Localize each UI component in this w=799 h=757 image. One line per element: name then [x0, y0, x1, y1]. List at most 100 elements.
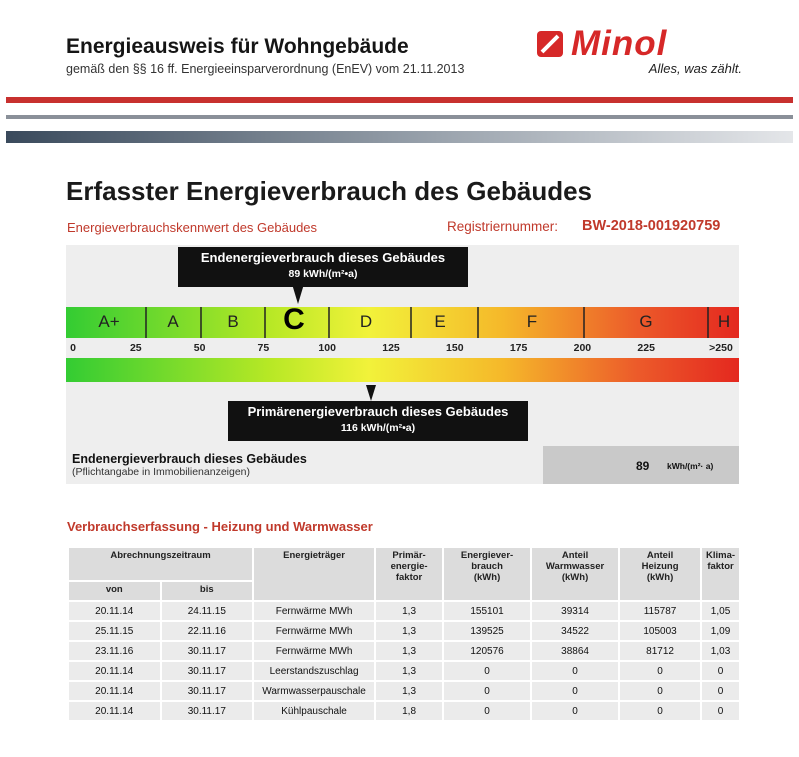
- table-cell: 20.11.14: [69, 682, 160, 700]
- endenergie-value: 89 kWh/(m²•a): [288, 268, 358, 280]
- table-cell: 155101: [444, 602, 531, 620]
- table-cell: 1,3: [376, 682, 443, 700]
- table-cell: 1,3: [376, 622, 443, 640]
- table-row: 25.11.15 22.11.16 Fernwärme MWh 1,3 139525 34…: [69, 622, 739, 640]
- grade-label-b: B: [227, 312, 239, 331]
- table-cell: 0: [532, 662, 619, 680]
- summary-label: Endenergieverbrauch dieses Gebäudes: [72, 452, 307, 466]
- table-row: 20.11.14 30.11.17 Warmwasserpauschale 1,3 0 0…: [69, 682, 739, 700]
- header-period: Abrechnungszeitraum: [69, 548, 253, 580]
- table-cell: 1,05: [702, 602, 739, 620]
- grade-label-a: A: [167, 312, 179, 331]
- header-energietraeger: Energieträger: [254, 548, 375, 600]
- grade-label-g: G: [639, 312, 653, 331]
- table-cell: Kühlpauschale: [254, 702, 375, 720]
- table-cell: 25.11.15: [69, 622, 160, 640]
- table-cell: Fernwärme MWh: [254, 642, 375, 660]
- table-cell: 20.11.14: [69, 702, 160, 720]
- grade-label-c: C: [283, 303, 305, 336]
- registration-number: BW-2018-001920759: [582, 218, 721, 234]
- value-bar: [66, 358, 739, 382]
- kennwert-label: Energieverbrauchskennwert des Gebäudes: [67, 220, 318, 235]
- primaerenergie-value: 116 kWh/(m²•a): [340, 422, 416, 434]
- grade-label-a-plus: A+: [98, 312, 120, 331]
- logo-wordmark: Minol: [571, 24, 668, 63]
- table-cell: 0: [620, 682, 701, 700]
- header-verbrauch: Energiever- brauch (kWh): [444, 548, 531, 600]
- header-warmwasser: Anteil Warmwasser (kWh): [532, 548, 619, 600]
- header-heizung: Anteil Heizung (kWh): [620, 548, 701, 600]
- tick-label: 175: [509, 342, 528, 354]
- endenergie-callout: Endenergieverbrauch dieses Gebäudes 89 k…: [178, 247, 468, 287]
- summary-unit: kWh/(m²· a): [667, 461, 714, 471]
- tick-label: 100: [318, 342, 336, 354]
- table-cell: 0: [702, 662, 739, 680]
- table-cell: 23.11.16: [69, 642, 160, 660]
- endenergie-pointer: [292, 284, 304, 304]
- minol-logo-icon: [537, 31, 563, 57]
- tick-label: 0: [70, 342, 76, 354]
- table-row: 20.11.14 30.11.17 Kühlpauschale 1,8 0 0 0 0: [69, 702, 739, 720]
- header-stripe-red: [6, 97, 793, 103]
- tick-label: 50: [193, 342, 206, 354]
- table-cell: Warmwasserpauschale: [254, 682, 375, 700]
- table-cell: 30.11.17: [161, 662, 253, 680]
- table-cell: 1,8: [376, 702, 443, 720]
- registration-label: Registriernummer:: [447, 219, 559, 234]
- table-cell: 22.11.16: [161, 622, 253, 640]
- table-cell: 0: [702, 682, 739, 700]
- tick-label: >250: [709, 342, 733, 354]
- tick-label: 75: [257, 342, 270, 354]
- document-title: Energieausweis für Wohngebäude: [66, 35, 409, 58]
- consumption-table: Abrechnungszeitraum Energieträger Primär…: [67, 546, 741, 722]
- table-cell: 20.11.14: [69, 602, 160, 620]
- logo-slogan: Alles, was zählt.: [648, 61, 742, 76]
- table-cell: 1,03: [702, 642, 739, 660]
- table-cell: Fernwärme MWh: [254, 602, 375, 620]
- section-title: Erfasster Energieverbrauch des Gebäudes: [66, 176, 593, 206]
- grade-dividers: [145, 307, 709, 338]
- table-cell: 1,3: [376, 662, 443, 680]
- primaerenergie-title: Primärenergieverbrauch dieses Gebäudes: [247, 404, 509, 419]
- table-row: 23.11.16 30.11.17 Fernwärme MWh 1,3 120576 38…: [69, 642, 739, 660]
- table-cell: 105003: [620, 622, 701, 640]
- table-cell: Fernwärme MWh: [254, 622, 375, 640]
- table-cell: 0: [532, 682, 619, 700]
- document-subtitle: gemäß den §§ 16 ff. Energieeinsparverord…: [66, 62, 465, 76]
- header-bis: bis: [161, 582, 253, 600]
- table-cell: 30.11.17: [161, 642, 253, 660]
- table-cell: 0: [620, 662, 701, 680]
- grade-label-e: E: [434, 312, 446, 331]
- table-cell: 0: [620, 702, 701, 720]
- grade-bar: [66, 307, 739, 338]
- primaerenergie-callout: Primärenergieverbrauch dieses Gebäudes 1…: [228, 401, 528, 441]
- table-cell: 39314: [532, 602, 619, 620]
- summary-value-box: [543, 446, 739, 484]
- table-cell: 0: [444, 682, 531, 700]
- table-cell: 139525: [444, 622, 531, 640]
- tick-label: 25: [129, 342, 142, 354]
- header-stripe-gradient: [6, 131, 793, 143]
- grade-label-f: F: [526, 312, 538, 331]
- summary-value: 89: [636, 459, 650, 473]
- endenergie-title: Endenergieverbrauch dieses Gebäudes: [200, 250, 446, 265]
- table-cell: 81712: [620, 642, 701, 660]
- table-row: 20.11.14 30.11.17 Leerstandszuschlag 1,3 0 0 0…: [69, 662, 739, 680]
- header-klima: Klima- faktor: [702, 548, 739, 600]
- table-cell: 1,3: [376, 642, 443, 660]
- summary-sublabel: (Pflichtangabe in Immobilienanzeigen): [72, 466, 251, 478]
- header-stripe-gray: [6, 115, 793, 119]
- table-cell: 24.11.15: [161, 602, 253, 620]
- table-cell: 20.11.14: [69, 662, 160, 680]
- table-cell: 38864: [532, 642, 619, 660]
- table-cell: 0: [444, 662, 531, 680]
- table-cell: Leerstandszuschlag: [254, 662, 375, 680]
- table-row: 20.11.14 24.11.15 Fernwärme MWh 1,3 155101 39…: [69, 602, 739, 620]
- table-cell: 30.11.17: [161, 702, 253, 720]
- table-cell: 0: [444, 702, 531, 720]
- primaerenergie-pointer: [366, 385, 376, 401]
- minol-logo: Minol Alles, was zählt.: [536, 24, 742, 79]
- table-cell: 1,3: [376, 602, 443, 620]
- tick-label: 200: [573, 342, 592, 354]
